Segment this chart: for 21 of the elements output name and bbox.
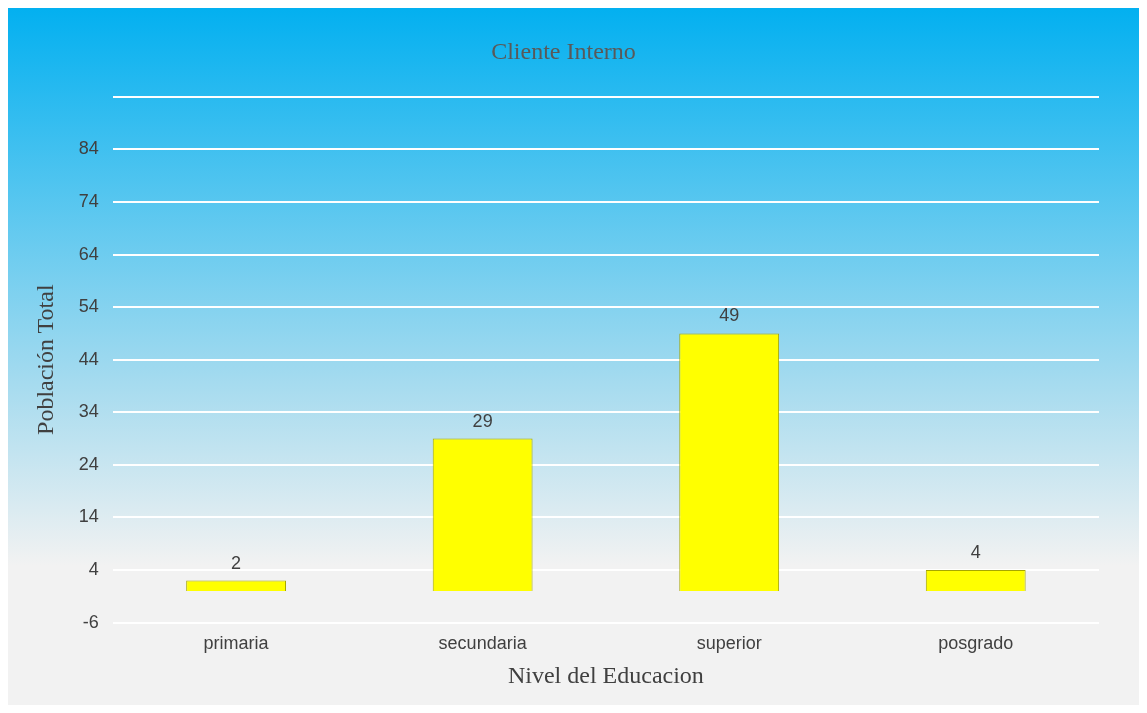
data-label: 4: [970, 541, 981, 562]
x-tick-label: primaria: [203, 633, 270, 654]
data-label: 29: [472, 410, 493, 431]
y-axis-title: Población Total: [31, 284, 58, 435]
y-tick-label: 84: [78, 138, 99, 159]
x-tick-label: posgrado: [938, 633, 1014, 654]
y-tick-label: 14: [78, 506, 99, 527]
y-tick-label: 34: [78, 401, 99, 422]
data-label: 2: [231, 552, 242, 573]
y-tick-label: 54: [78, 296, 99, 317]
y-tick-label: 4: [88, 558, 99, 579]
y-tick-label: -6: [82, 611, 99, 632]
y-tick-label: 64: [78, 243, 99, 264]
y-tick-label: 24: [78, 453, 99, 474]
x-tick-label: superior: [696, 633, 762, 654]
y-tick-label: 74: [78, 190, 99, 211]
y-tick-label: 44: [78, 348, 99, 369]
x-tick-label: secundaria: [438, 633, 528, 654]
data-label: 49: [719, 305, 740, 326]
x-axis-title: Nivel del Educacion: [507, 661, 704, 688]
chart-title: Cliente Interno: [491, 37, 636, 64]
